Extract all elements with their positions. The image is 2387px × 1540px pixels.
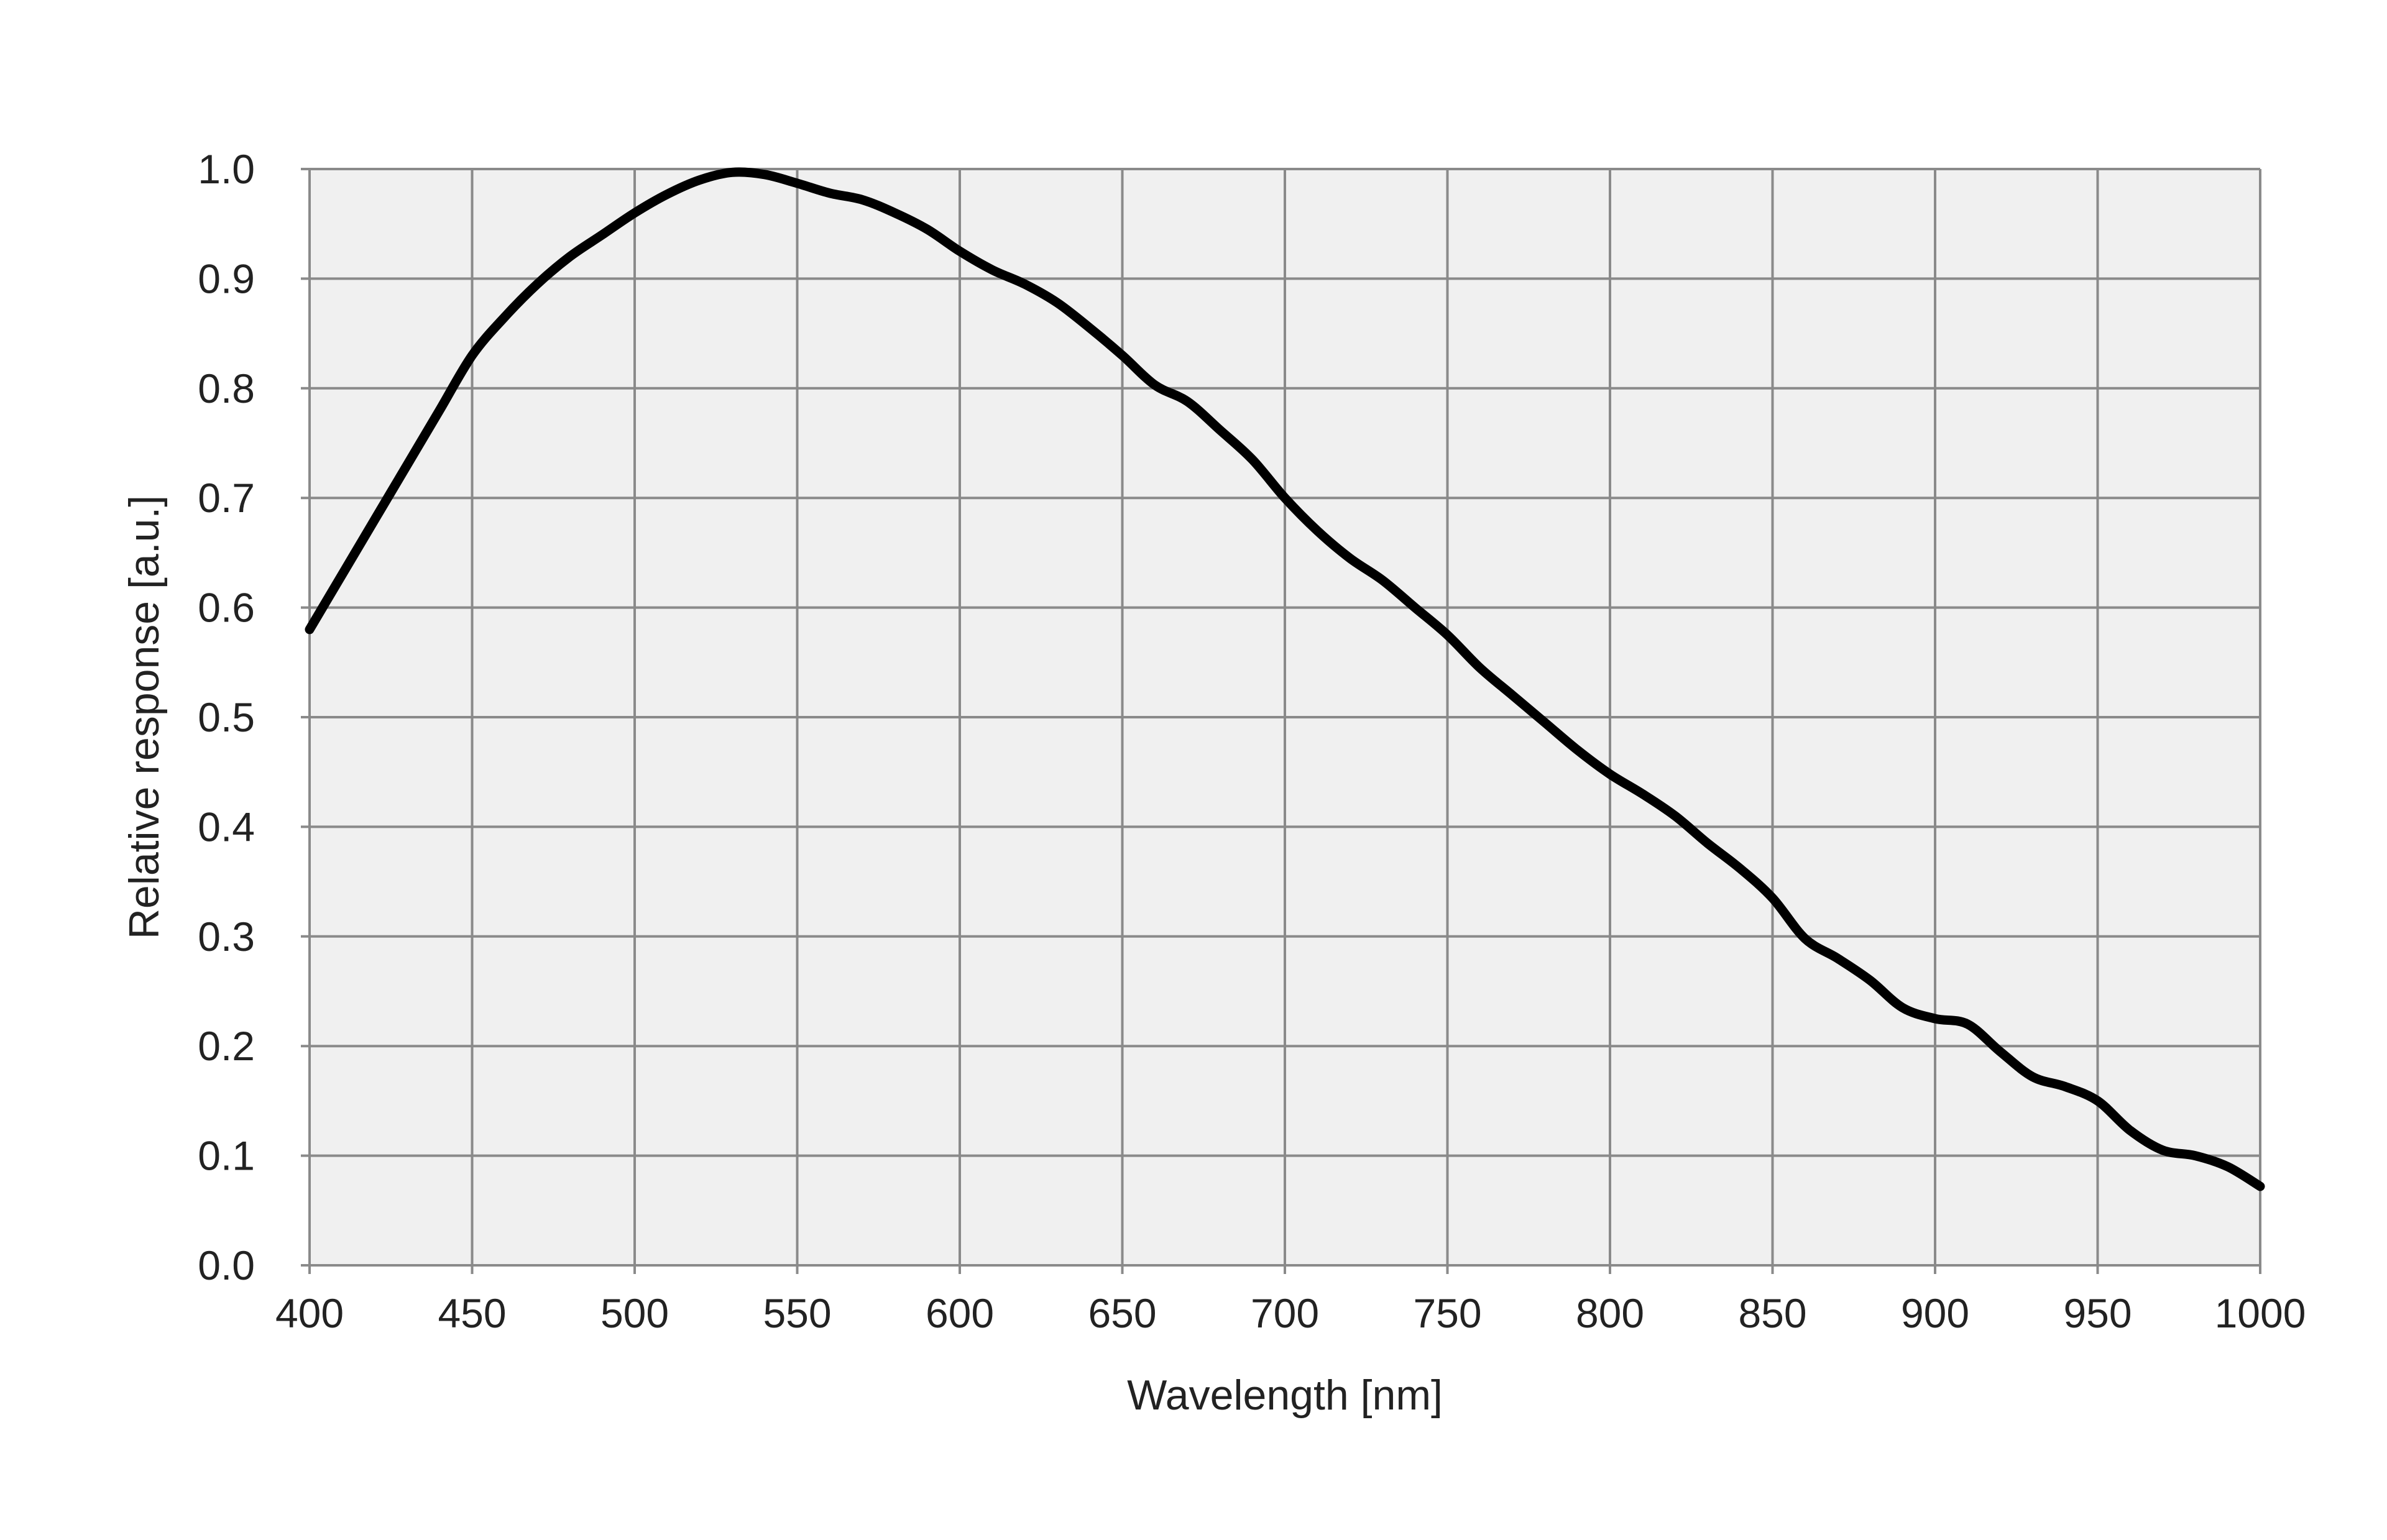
x-tick-label: 450 <box>438 1290 506 1336</box>
x-axis-title: Wavelength [nm] <box>1127 1372 1443 1419</box>
x-tick-label: 550 <box>763 1290 831 1336</box>
series-line-relative-response <box>305 167 2265 1191</box>
y-tick-labels: 0.0 0.1 0.2 0.3 0.4 0.5 0.6 0.7 0.8 0.9 1.0 <box>198 146 255 1288</box>
y-tick-label: 1.0 <box>198 146 255 192</box>
y-tick-label: 0.8 <box>198 365 255 411</box>
y-tick-label: 0.7 <box>198 475 255 521</box>
x-tick-label: 900 <box>1901 1290 1969 1336</box>
grid <box>301 168 2261 1274</box>
x-tick-label: 800 <box>1576 1290 1644 1336</box>
y-tick-label: 0.5 <box>198 694 255 740</box>
y-axis-title: Relative response [a.u.] <box>121 495 168 939</box>
x-tick-label: 700 <box>1251 1290 1319 1336</box>
x-tick-label: 950 <box>2063 1290 2132 1336</box>
x-tick-label: 500 <box>600 1290 669 1336</box>
x-tick-label: 650 <box>1088 1290 1156 1336</box>
x-tick-labels: 400 450 500 550 600 650 700 750 800 850 900 950 1000 <box>275 1290 2306 1336</box>
y-tick-label: 0.1 <box>198 1133 255 1179</box>
x-tick-label: 1000 <box>2215 1290 2306 1336</box>
y-tick-label: 0.6 <box>198 585 255 631</box>
x-tick-label: 850 <box>1738 1290 1806 1336</box>
y-tick-label: 0.4 <box>198 804 255 850</box>
y-tick-label: 0.9 <box>198 255 255 301</box>
y-tick-label: 0.2 <box>198 1023 255 1069</box>
x-tick-label: 600 <box>926 1290 994 1336</box>
y-tick-label: 0.3 <box>198 914 255 960</box>
y-tick-label: 0.0 <box>198 1242 255 1288</box>
x-tick-label: 400 <box>275 1290 344 1336</box>
x-tick-label: 750 <box>1413 1290 1481 1336</box>
